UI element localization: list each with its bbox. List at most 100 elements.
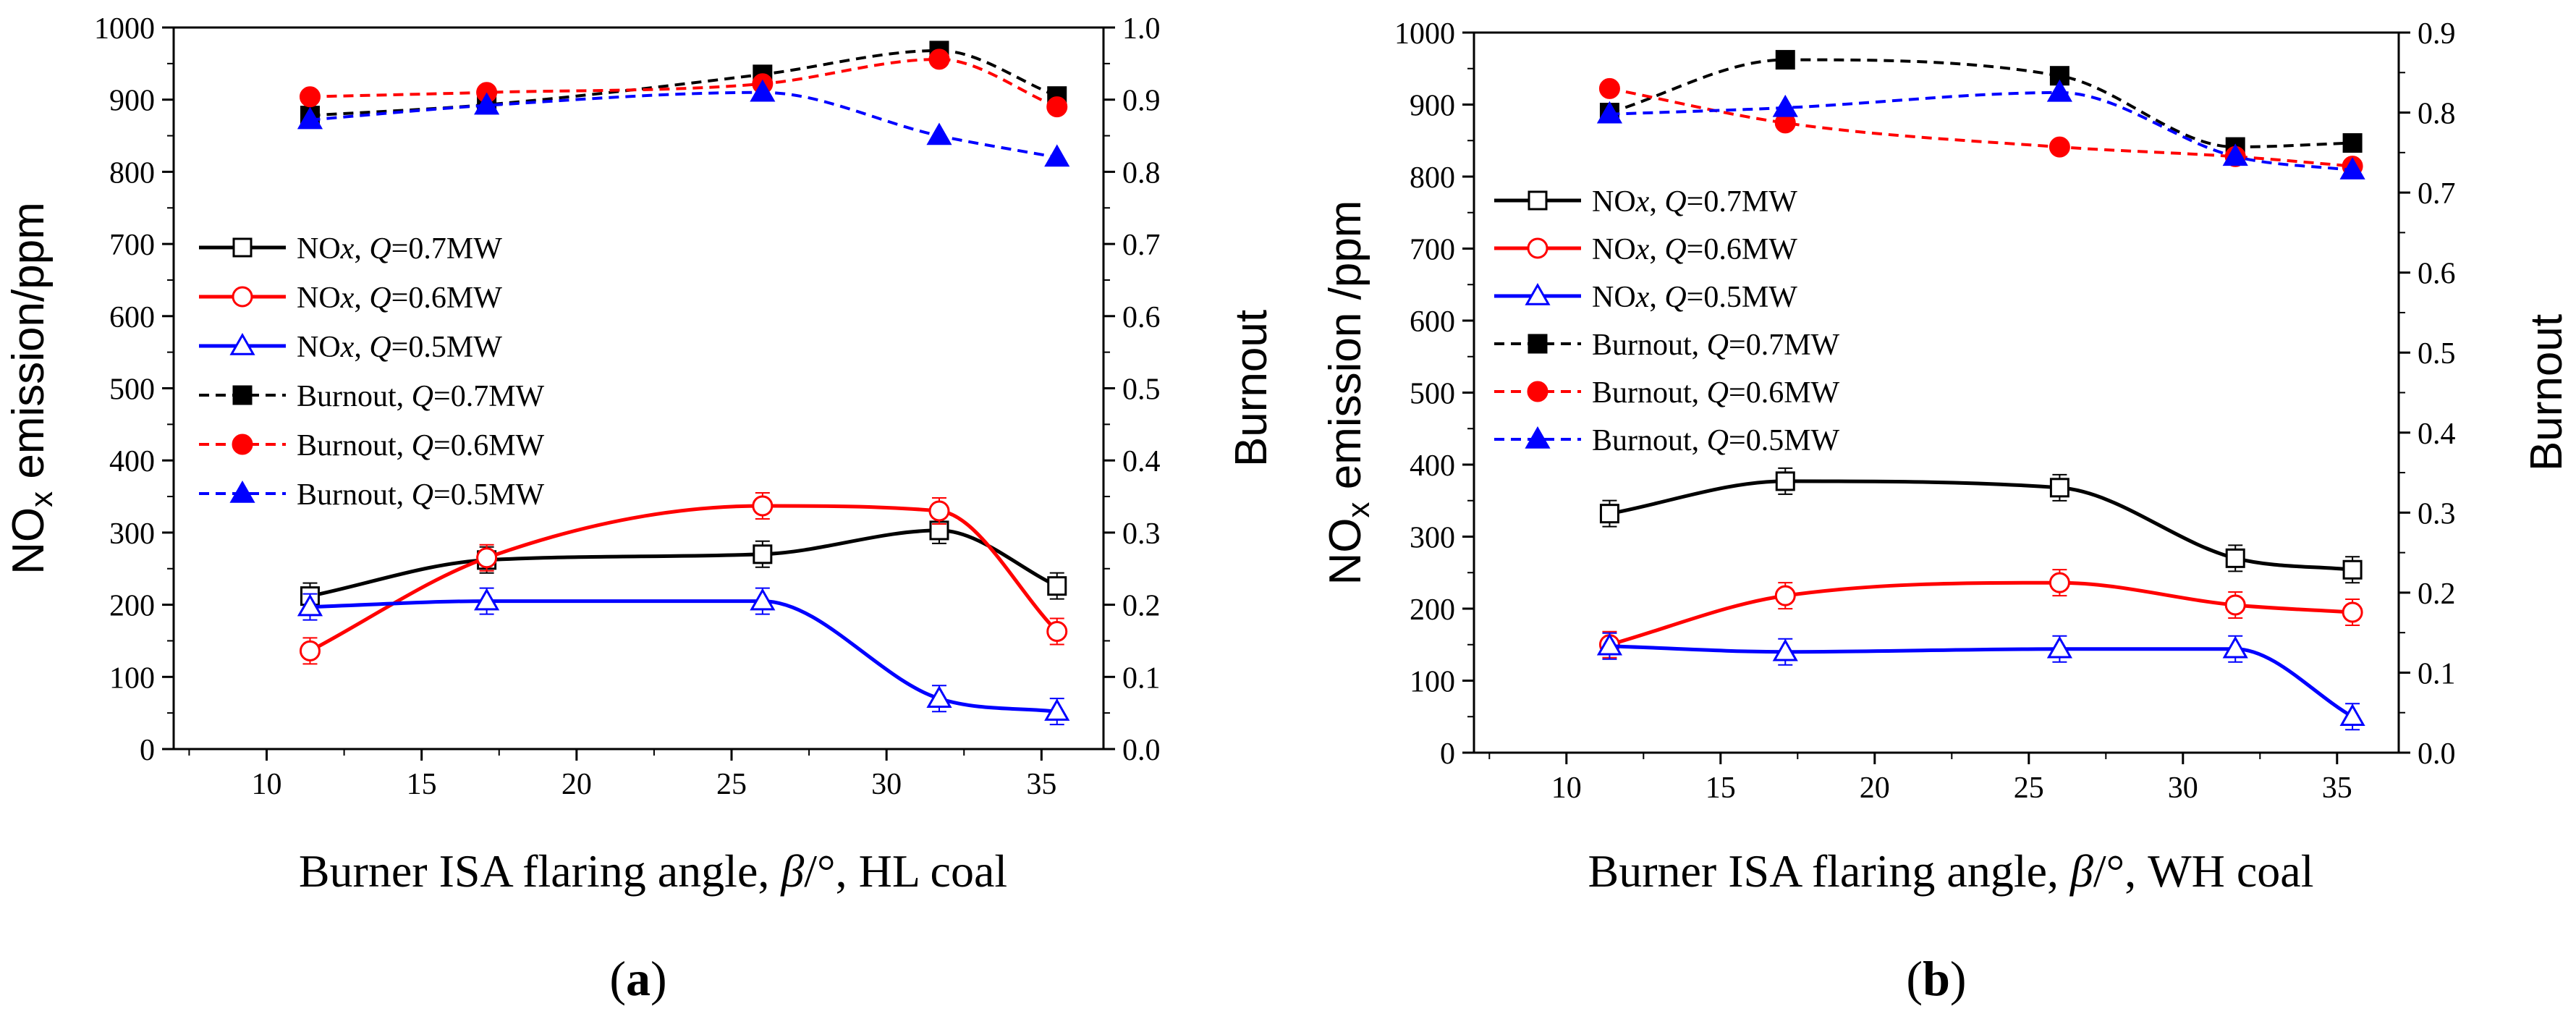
chart-panel-b: 10 15 20 25 30 35 0 100 200 300 400 500 600 700 800 900… (1321, 17, 2572, 1006)
data-point (1598, 77, 1620, 99)
series-line (1609, 580, 2353, 647)
x-title-symbol: β (779, 845, 804, 897)
legend-text: =0.5MW (1729, 424, 1840, 457)
data-point (2342, 601, 2363, 623)
y-right-tick-label: 0.6 (2418, 258, 2456, 291)
y-left-tick-label: 900 (109, 85, 155, 118)
series-2 (297, 587, 1070, 726)
legend-text: Q (1664, 185, 1686, 219)
x-tick-label: 10 (252, 768, 282, 801)
data-point (750, 79, 776, 102)
x-title-unit: /° (804, 845, 835, 897)
y-left-tick-label: 600 (109, 301, 155, 334)
panel-label-paren: ) (651, 951, 667, 1006)
y-right-tick-label: 0.2 (1122, 590, 1161, 623)
data-point (752, 495, 774, 517)
x-tick-label: 15 (1706, 771, 1736, 805)
data-point (2342, 133, 2363, 153)
data-point (926, 685, 952, 708)
data-point (474, 588, 500, 611)
legend-text: x (340, 232, 355, 266)
x-tick-label: 15 (407, 768, 437, 801)
x-tick-label: 25 (2014, 771, 2044, 805)
legend-text: NO (297, 232, 341, 266)
legend-text: Q (412, 380, 433, 413)
y-left-axis-title: NOx emission /ppm (1321, 200, 1376, 585)
panel-label-paren: ) (1950, 951, 1967, 1006)
x-tick-label: 25 (716, 768, 747, 801)
data-point (1046, 620, 1068, 642)
y-left-tick-label: 900 (1410, 90, 1455, 123)
legend-text: =0.6MW (1687, 233, 1798, 266)
legend-text: x (340, 282, 355, 315)
panel-label-paren: ( (609, 951, 626, 1006)
y-right-tick-label: 0.9 (2418, 17, 2456, 51)
y-left-tick-label: 400 (109, 445, 155, 478)
y-left-tick-label: 600 (1410, 305, 1455, 339)
series-line (1609, 479, 2353, 572)
x-tick-label: 35 (1026, 768, 1056, 801)
y-left-tick-label: 300 (1410, 522, 1455, 555)
y-right-tick-label: 0.8 (1122, 156, 1161, 190)
legend-text: , (1649, 185, 1664, 219)
data-point (2342, 559, 2363, 580)
data-point (299, 640, 321, 661)
y-left-tick-label: 1000 (1394, 17, 1455, 51)
y-title-text: NO (1321, 517, 1370, 585)
x-tick-label: 10 (1551, 771, 1582, 805)
data-point (1775, 50, 1795, 70)
y-right-tick-label: 0.1 (1122, 661, 1161, 695)
data-point (926, 122, 952, 145)
x-tick-label: 20 (1860, 771, 1890, 805)
series-4 (299, 48, 1068, 118)
data-point (2339, 703, 2365, 726)
y-title-subscript: x (1341, 502, 1376, 517)
data-point (750, 588, 776, 611)
legend-text: Burnout (1592, 329, 1692, 362)
legend-text: NO (1592, 281, 1636, 314)
legend-entry-5: Burnout, Q=0.5MW (297, 478, 545, 512)
legend-text: x (1635, 185, 1650, 219)
y-right-tick-label: 0.3 (1122, 517, 1161, 551)
y-right-tick-label: 0.2 (2418, 578, 2456, 611)
y-right-axis-title: Burnout (1226, 310, 1276, 467)
legend-entry-5: Burnout, Q=0.5MW (1592, 424, 1840, 457)
y-right-tick-label: 0.1 (2418, 657, 2456, 690)
legend-marker-5 (229, 480, 255, 503)
legend-text: , (1692, 424, 1707, 457)
legend-entry-0: NOx, Q=0.7MW (297, 232, 502, 266)
data-point (2222, 635, 2248, 659)
y-left-tick-label: 300 (109, 517, 155, 551)
data-point (1047, 576, 1067, 596)
legend-entry-2: NOx, Q=0.5MW (297, 331, 502, 364)
x-title-unit: /° (2093, 845, 2124, 897)
y-right-tick-label: 0.6 (1122, 301, 1161, 334)
x-title-symbol: β (2069, 845, 2093, 897)
legend-marker-3 (1528, 334, 1548, 354)
series-5 (1596, 79, 2365, 179)
legend-text: NO (297, 282, 341, 315)
legend-text: =0.6MW (391, 282, 503, 315)
legend-text: =0.6MW (1729, 376, 1840, 410)
y-left-tick-label: 1000 (94, 12, 155, 46)
data-point (1772, 638, 1798, 661)
x-title-text: Burner ISA flaring angle, (1588, 845, 2071, 897)
y-left-tick-label: 200 (109, 590, 155, 623)
y-right-tick-label: 0.0 (2418, 737, 2456, 771)
legend-marker-1 (232, 286, 253, 308)
legend-marker-0 (232, 237, 253, 258)
legend-text: =0.5MW (433, 478, 545, 512)
legend-text: =0.7MW (1729, 329, 1840, 362)
data-point (1775, 471, 1795, 491)
data-point (2222, 143, 2248, 166)
x-tick-label: 20 (562, 768, 592, 801)
legend-text: x (1635, 233, 1650, 266)
legend-text: Q (1664, 281, 1686, 314)
chart-panel-a: 10 15 20 25 30 35 0 100 200 300 400 500 600 700 800 900… (4, 12, 1276, 1006)
series-line (1609, 90, 2353, 172)
legend-marker-0 (1528, 190, 1548, 211)
y-right-tick-label: 0.7 (1122, 229, 1161, 262)
